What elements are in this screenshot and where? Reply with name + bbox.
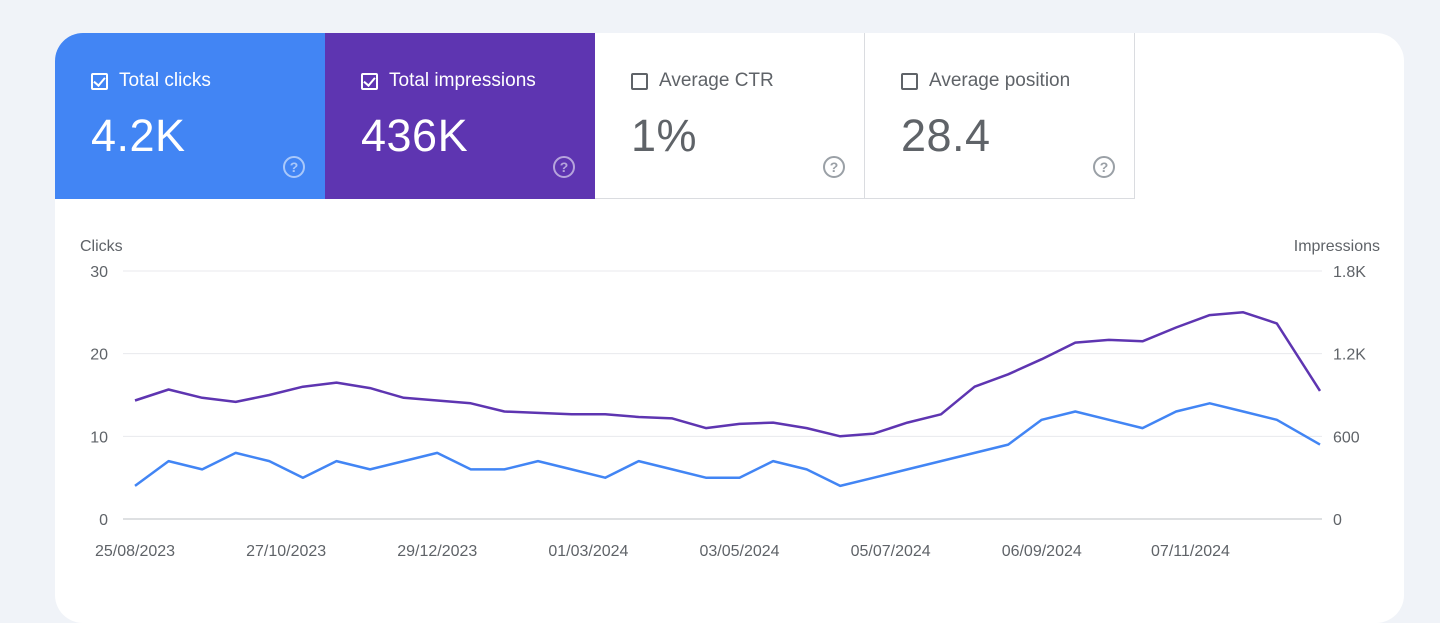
series-line-total-clicks — [134, 402, 1321, 488]
x-tick-label: 25/08/2023 — [95, 543, 175, 560]
x-tick-label: 07/11/2024 — [1151, 543, 1230, 560]
metric-average-position[interactable]: Average position 28.4 ? — [865, 33, 1135, 199]
metric-value: 436K — [361, 110, 469, 161]
metric-label: Total clicks — [119, 70, 211, 91]
y-left-tick-label: 30 — [90, 264, 108, 281]
checkbox-checked-icon[interactable] — [91, 72, 108, 90]
x-tick-label: 06/09/2024 — [1002, 543, 1082, 560]
x-tick-label: 01/03/2024 — [548, 543, 628, 560]
metric-label: Total impressions — [389, 70, 536, 91]
checkbox-unchecked-icon[interactable] — [631, 72, 648, 90]
x-tick-label: 05/07/2024 — [851, 543, 931, 560]
checkbox-checked-icon[interactable] — [361, 72, 378, 90]
y-right-tick-label: 0 — [1333, 512, 1342, 529]
axis-ticks: 0 0 10 600 20 1.2K 30 1.8K 25/08/2023 27/10/2023 2… — [90, 264, 1366, 560]
y-right-tick-label: 600 — [1333, 429, 1360, 446]
help-icon[interactable]: ? — [1093, 156, 1115, 178]
performance-chart: Clicks Impressions 0 0 10 600 20 1.2K 30 1.8K 25… — [80, 238, 1380, 560]
y-left-tick-label: 10 — [90, 429, 108, 446]
y-left-tick-label: 20 — [90, 347, 108, 364]
series-line-total-impressions — [134, 311, 1322, 438]
help-icon[interactable]: ? — [553, 156, 575, 178]
help-icon[interactable]: ? — [823, 156, 845, 178]
metric-average-ctr[interactable]: Average CTR 1% ? — [595, 33, 865, 199]
x-tick-label: 27/10/2023 — [246, 543, 326, 560]
metric-label: Average CTR — [659, 70, 774, 91]
y-right-tick-label: 1.8K — [1333, 264, 1366, 281]
y-right-tick-label: 1.2K — [1333, 347, 1366, 364]
checkbox-unchecked-icon[interactable] — [901, 72, 918, 90]
y-left-tick-label: 0 — [99, 512, 108, 529]
help-icon[interactable]: ? — [283, 156, 305, 178]
metric-tabs: Total clicks 4.2K ? Total impressions 43… — [55, 33, 1135, 199]
y-right-axis-title: Impressions — [1294, 238, 1380, 255]
y-left-axis-title: Clicks — [80, 238, 123, 255]
metric-value: 28.4 — [901, 110, 991, 161]
metric-value: 4.2K — [91, 110, 186, 161]
metric-value: 1% — [631, 110, 698, 161]
x-tick-label: 03/05/2024 — [699, 543, 779, 560]
series-lines — [134, 311, 1322, 488]
metric-label: Average position — [929, 70, 1071, 91]
performance-card: Total clicks 4.2K ? Total impressions 43… — [55, 33, 1404, 623]
metric-total-impressions[interactable]: Total impressions 436K ? — [325, 33, 595, 199]
x-tick-label: 29/12/2023 — [397, 543, 477, 560]
metric-total-clicks[interactable]: Total clicks 4.2K ? — [55, 33, 325, 199]
grid-lines — [123, 270, 1322, 520]
